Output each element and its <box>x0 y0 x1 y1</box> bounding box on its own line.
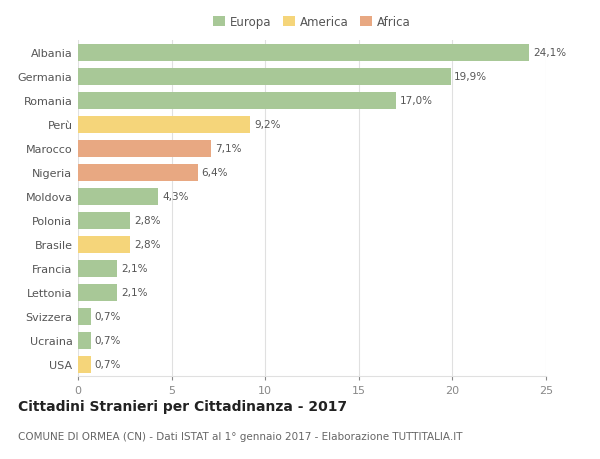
Text: 2,1%: 2,1% <box>121 263 148 274</box>
Text: Cittadini Stranieri per Cittadinanza - 2017: Cittadini Stranieri per Cittadinanza - 2… <box>18 399 347 413</box>
Text: 2,1%: 2,1% <box>121 288 148 297</box>
Text: 9,2%: 9,2% <box>254 120 280 130</box>
Bar <box>78 93 396 110</box>
Text: 6,4%: 6,4% <box>202 168 228 178</box>
Bar <box>78 117 250 134</box>
Text: COMUNE DI ORMEA (CN) - Dati ISTAT al 1° gennaio 2017 - Elaborazione TUTTITALIA.I: COMUNE DI ORMEA (CN) - Dati ISTAT al 1° … <box>18 431 463 442</box>
Bar <box>78 140 211 157</box>
Text: 2,8%: 2,8% <box>134 240 161 250</box>
Text: 0,7%: 0,7% <box>95 336 121 346</box>
Text: 19,9%: 19,9% <box>454 72 487 82</box>
Bar <box>78 212 130 230</box>
Text: 0,7%: 0,7% <box>95 312 121 322</box>
Bar <box>78 356 91 373</box>
Bar <box>78 164 198 182</box>
Text: 2,8%: 2,8% <box>134 216 161 226</box>
Text: 17,0%: 17,0% <box>400 96 433 106</box>
Bar <box>78 308 91 325</box>
Text: 4,3%: 4,3% <box>162 192 189 202</box>
Bar <box>78 45 529 62</box>
Bar <box>78 332 91 349</box>
Bar <box>78 236 130 253</box>
Bar <box>78 68 451 86</box>
Text: 7,1%: 7,1% <box>215 144 241 154</box>
Bar <box>78 260 118 277</box>
Legend: Europa, America, Africa: Europa, America, Africa <box>214 16 410 29</box>
Bar <box>78 284 118 301</box>
Text: 24,1%: 24,1% <box>533 48 566 58</box>
Text: 0,7%: 0,7% <box>95 359 121 369</box>
Bar <box>78 188 158 206</box>
